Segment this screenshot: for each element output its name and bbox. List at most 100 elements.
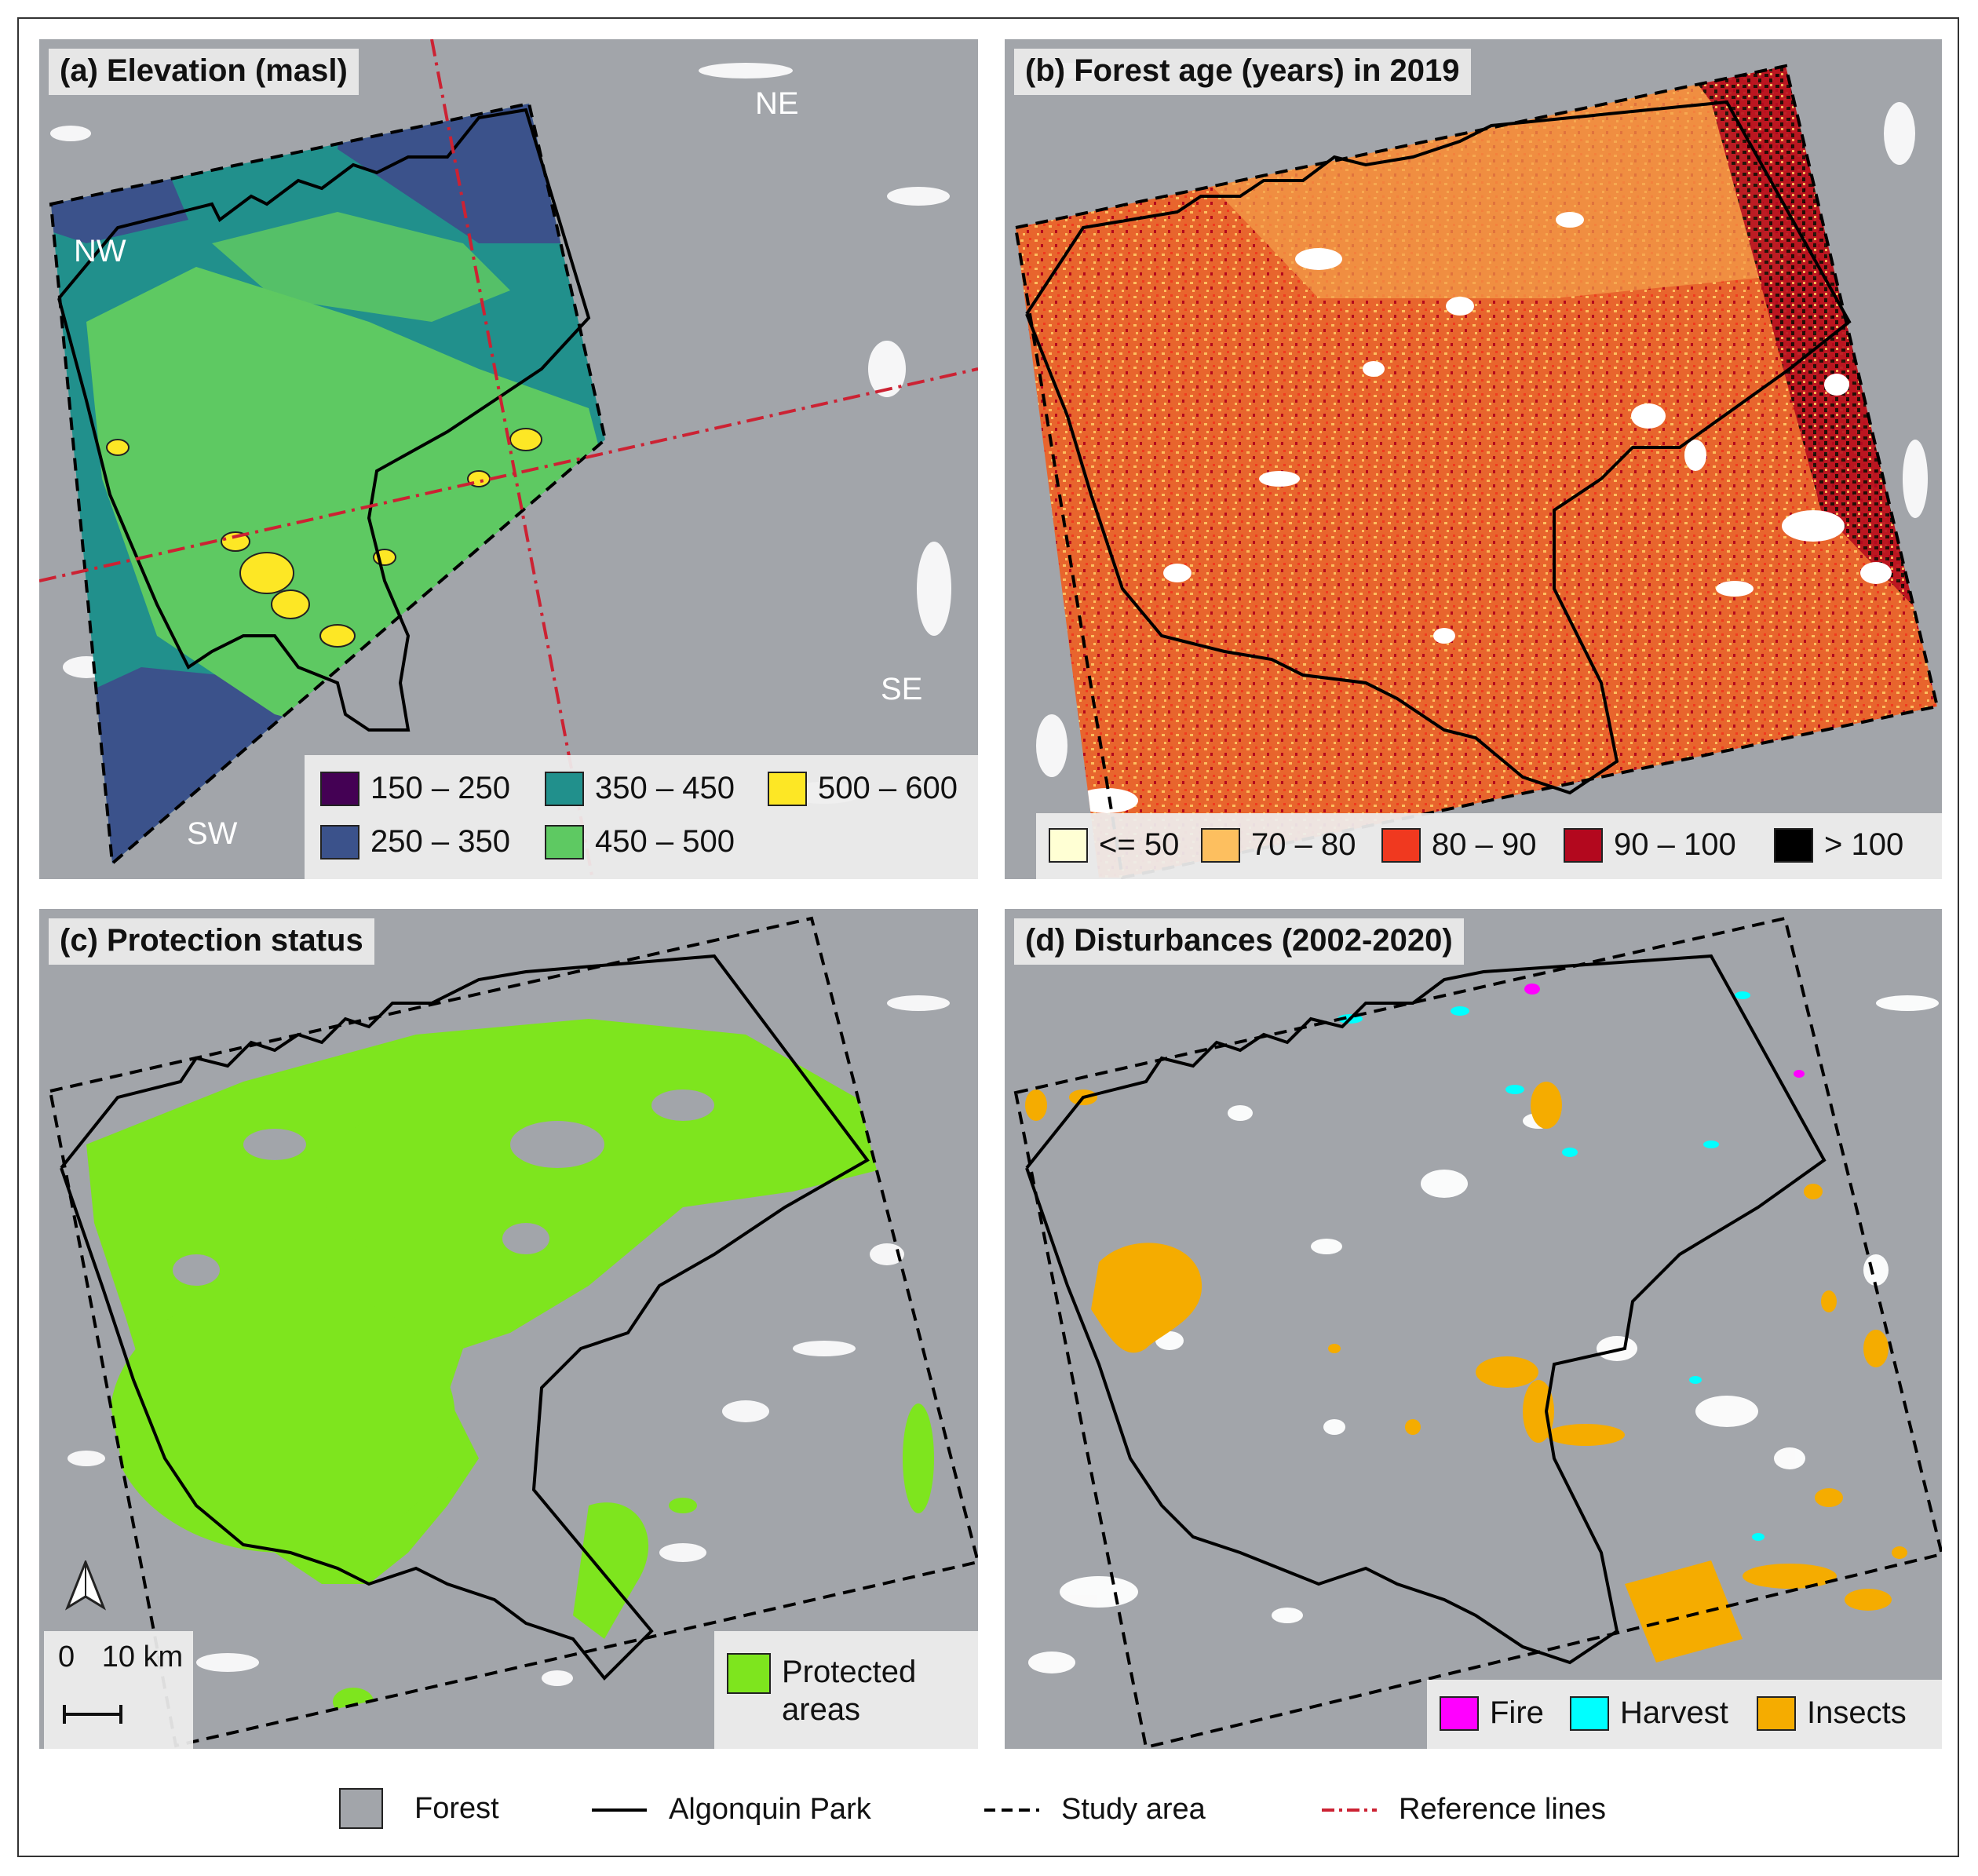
legend-item: Insects xyxy=(1757,1695,1907,1731)
lakes-background xyxy=(50,63,951,804)
dashed-line-icon xyxy=(984,1808,1039,1812)
panel-protection-status: (c) Protection status 0 10 km Protected … xyxy=(39,909,978,1749)
legend-item: Protected areas xyxy=(727,1653,916,1728)
label-ne: NE xyxy=(755,86,799,121)
legend-label: > 100 xyxy=(1824,827,1904,862)
fire-disturbance xyxy=(1524,984,1805,1078)
panel-disturbances: (d) Disturbances (2002-2020) Fire Harves… xyxy=(1005,909,1942,1749)
protection-legend: Protected areas xyxy=(714,1631,978,1749)
legend-label: 250 – 350 xyxy=(370,824,510,859)
legend-label: Algonquin Park xyxy=(669,1793,871,1826)
legend-item: > 100 xyxy=(1774,827,1903,863)
forest-age-legend: <= 50 70 – 80 80 – 90 90 – 100 > 100 xyxy=(1036,813,1942,879)
swatch-forest xyxy=(339,1788,383,1829)
legend-label: 150 – 250 xyxy=(370,771,510,805)
swatch-fire xyxy=(1440,1695,1479,1731)
swatch-500-600 xyxy=(768,771,807,806)
legend-item: 250 – 350 xyxy=(320,824,510,860)
figure-frame: (a) Elevation (masl) NW NE SE SW 150 – 2… xyxy=(17,17,1959,1857)
elevation-map xyxy=(39,39,978,879)
swatch-gt-100 xyxy=(1774,827,1813,863)
legend-item: 500 – 600 xyxy=(768,771,958,806)
algonquin-park-boundary xyxy=(1025,100,1852,795)
unprotected-gaps xyxy=(173,1089,714,1286)
protected-areas xyxy=(86,1019,934,1716)
legend-label: Fire xyxy=(1490,1695,1544,1730)
panel-forest-age: (b) Forest age (years) in 2019 <= 50 70 … xyxy=(1005,39,1942,879)
legend-item: 70 – 80 xyxy=(1201,827,1356,863)
swatch-harvest xyxy=(1570,1695,1609,1731)
legend-item: <= 50 xyxy=(1049,827,1179,863)
swatch-insects xyxy=(1757,1695,1796,1731)
swatch-70-80 xyxy=(1201,827,1240,863)
label-nw: NW xyxy=(74,234,126,268)
legend-item-forest: Forest xyxy=(339,1788,499,1829)
legend-item: Harvest xyxy=(1570,1695,1728,1731)
swatch-150-250 xyxy=(320,771,359,806)
legend-label: Insects xyxy=(1807,1695,1907,1730)
legend-item-reference-lines: Reference lines xyxy=(1322,1793,1606,1827)
elevation-legend: 150 – 250 250 – 350 350 – 450 450 – 500 … xyxy=(305,755,978,879)
north-arrow-icon xyxy=(64,1560,107,1611)
panel-elevation: (a) Elevation (masl) NW NE SE SW 150 – 2… xyxy=(39,39,978,879)
legend-label: Forest xyxy=(414,1791,499,1825)
study-area-boundary xyxy=(1013,64,1940,879)
panel-d-title: (d) Disturbances (2002-2020) xyxy=(1014,918,1464,965)
legend-label: 90 – 100 xyxy=(1614,827,1736,862)
legend-item-study-area: Study area xyxy=(984,1793,1206,1827)
legend-item: Fire xyxy=(1440,1695,1544,1731)
swatch-80-90 xyxy=(1381,827,1421,863)
legend-label: 350 – 450 xyxy=(595,771,735,805)
protection-status-map xyxy=(48,916,978,1748)
lakes xyxy=(1028,995,1939,1673)
legend-label: Protected xyxy=(782,1655,917,1689)
panel-a-title: (a) Elevation (masl) xyxy=(49,49,359,95)
legend-label: 70 – 80 xyxy=(1251,827,1356,862)
reference-line-ew xyxy=(39,367,978,582)
legend-label: areas xyxy=(782,1692,861,1727)
scalebar-box xyxy=(44,1631,193,1749)
legend-item: 450 – 500 xyxy=(545,824,735,860)
disturbance-legend: Fire Harvest Insects xyxy=(1427,1680,1942,1749)
legend-item: 350 – 450 xyxy=(545,771,735,806)
swatch-450-500 xyxy=(545,824,584,860)
dash-dot-line-icon xyxy=(1322,1808,1377,1812)
swatch-90-100 xyxy=(1564,827,1603,863)
algonquin-park-boundary xyxy=(1025,954,1827,1665)
legend-label: <= 50 xyxy=(1099,827,1180,862)
legend-label: 80 – 90 xyxy=(1432,827,1537,862)
harvest-disturbance xyxy=(1338,991,1765,1541)
lakes xyxy=(1075,212,1892,813)
scalebar-distance: 10 km xyxy=(101,1641,184,1673)
legend-label: 450 – 500 xyxy=(595,824,735,859)
panel-b-title: (b) Forest age (years) in 2019 xyxy=(1014,49,1471,95)
insect-disturbance xyxy=(1025,1082,1907,1662)
legend-label: Reference lines xyxy=(1399,1793,1607,1826)
disturbances-map xyxy=(1013,916,1942,1749)
label-sw: SW xyxy=(187,816,238,851)
legend-label: Study area xyxy=(1061,1793,1206,1826)
legend-label: 500 – 600 xyxy=(818,771,958,805)
lakes-background xyxy=(68,995,950,1686)
algonquin-park-boundary xyxy=(57,108,591,732)
study-area-boundary xyxy=(48,916,978,1748)
forest-age-map xyxy=(1013,63,1940,879)
swatch-protected xyxy=(727,1653,771,1694)
legend-item: 90 – 100 xyxy=(1564,827,1736,863)
panel-c-title: (c) Protection status xyxy=(49,918,374,965)
swatch-350-450 xyxy=(545,771,584,806)
legend-item-algonquin: Algonquin Park xyxy=(592,1793,871,1827)
legend-label: Harvest xyxy=(1620,1695,1728,1730)
label-se: SE xyxy=(881,672,923,706)
legend-item: 80 – 90 xyxy=(1381,827,1536,863)
swatch-le-50 xyxy=(1049,827,1088,863)
reference-line-ns xyxy=(430,39,594,879)
swatch-250-350 xyxy=(320,824,359,860)
study-area-boundary xyxy=(49,101,608,867)
scalebar-line xyxy=(63,1705,122,1724)
legend-item: 150 – 250 xyxy=(320,771,510,806)
scalebar: 0 10 km xyxy=(58,1641,183,1674)
shared-legend: Forest Algonquin Park Study area Referen… xyxy=(19,1769,1958,1848)
algonquin-park-boundary xyxy=(60,954,870,1681)
scalebar-zero: 0 xyxy=(58,1641,75,1673)
